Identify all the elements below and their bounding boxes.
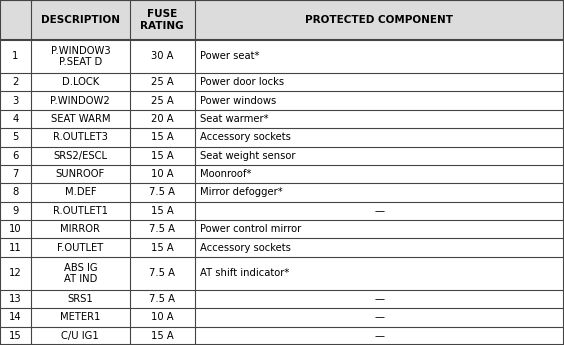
Text: DESCRIPTION: DESCRIPTION	[41, 15, 120, 25]
Text: P.WINDOW2: P.WINDOW2	[51, 96, 110, 106]
Text: 30 A: 30 A	[151, 51, 173, 61]
Text: 14: 14	[9, 313, 22, 323]
Text: METER1: METER1	[60, 313, 100, 323]
Text: 13: 13	[9, 294, 22, 304]
Text: 25 A: 25 A	[151, 77, 174, 87]
Text: —: —	[374, 206, 384, 216]
Text: 2: 2	[12, 77, 19, 87]
Text: 9: 9	[12, 206, 19, 216]
Text: 7.5 A: 7.5 A	[149, 294, 175, 304]
Text: 3: 3	[12, 96, 19, 106]
Text: 6: 6	[12, 151, 19, 161]
Text: Seat weight sensor: Seat weight sensor	[200, 151, 295, 161]
Text: M.DEF: M.DEF	[64, 187, 96, 197]
Text: 15 A: 15 A	[151, 151, 174, 161]
Text: 7.5 A: 7.5 A	[149, 224, 175, 234]
Text: —: —	[374, 294, 384, 304]
Text: 15 A: 15 A	[151, 243, 174, 253]
Text: 15 A: 15 A	[151, 132, 174, 142]
Text: 10 A: 10 A	[151, 313, 174, 323]
Text: SRS1: SRS1	[68, 294, 93, 304]
Text: Power windows: Power windows	[200, 96, 276, 106]
Text: F.OUTLET: F.OUTLET	[57, 243, 104, 253]
Text: 12: 12	[9, 268, 22, 278]
Text: Power control mirror: Power control mirror	[200, 224, 301, 234]
Text: SEAT WARM: SEAT WARM	[51, 114, 110, 124]
Text: C/U IG1: C/U IG1	[61, 331, 99, 341]
Text: Power door locks: Power door locks	[200, 77, 284, 87]
Text: 7.5 A: 7.5 A	[149, 268, 175, 278]
Text: 10 A: 10 A	[151, 169, 174, 179]
Bar	[0, 0, 564, 40]
Text: SRS2/ESCL: SRS2/ESCL	[54, 151, 107, 161]
Text: Accessory sockets: Accessory sockets	[200, 243, 290, 253]
Text: R.OUTLET1: R.OUTLET1	[53, 206, 108, 216]
Text: MIRROR: MIRROR	[60, 224, 100, 234]
Text: 8: 8	[12, 187, 19, 197]
Text: 20 A: 20 A	[151, 114, 174, 124]
Text: AT shift indicator*: AT shift indicator*	[200, 268, 289, 278]
Text: 1: 1	[12, 51, 19, 61]
Text: 11: 11	[9, 243, 22, 253]
Text: 7.5 A: 7.5 A	[149, 187, 175, 197]
Text: 5: 5	[12, 132, 19, 142]
Text: 10: 10	[9, 224, 22, 234]
Text: PROTECTED COMPONENT: PROTECTED COMPONENT	[305, 15, 453, 25]
Text: Moonroof*: Moonroof*	[200, 169, 251, 179]
Text: Mirror defogger*: Mirror defogger*	[200, 187, 283, 197]
Text: P.WINDOW3
P.SEAT D: P.WINDOW3 P.SEAT D	[51, 46, 110, 67]
Text: 4: 4	[12, 114, 19, 124]
Text: Accessory sockets: Accessory sockets	[200, 132, 290, 142]
Text: R.OUTLET3: R.OUTLET3	[53, 132, 108, 142]
Text: 7: 7	[12, 169, 19, 179]
Text: 15: 15	[9, 331, 22, 341]
Text: D.LOCK: D.LOCK	[61, 77, 99, 87]
Text: SUNROOF: SUNROOF	[56, 169, 105, 179]
Text: —: —	[374, 331, 384, 341]
Text: 15 A: 15 A	[151, 331, 174, 341]
Text: 25 A: 25 A	[151, 96, 174, 106]
Text: FUSE
RATING: FUSE RATING	[140, 9, 184, 31]
Text: —: —	[374, 313, 384, 323]
Text: Seat warmer*: Seat warmer*	[200, 114, 268, 124]
Text: 15 A: 15 A	[151, 206, 174, 216]
Text: Power seat*: Power seat*	[200, 51, 259, 61]
Text: ABS IG
AT IND: ABS IG AT IND	[64, 263, 97, 284]
